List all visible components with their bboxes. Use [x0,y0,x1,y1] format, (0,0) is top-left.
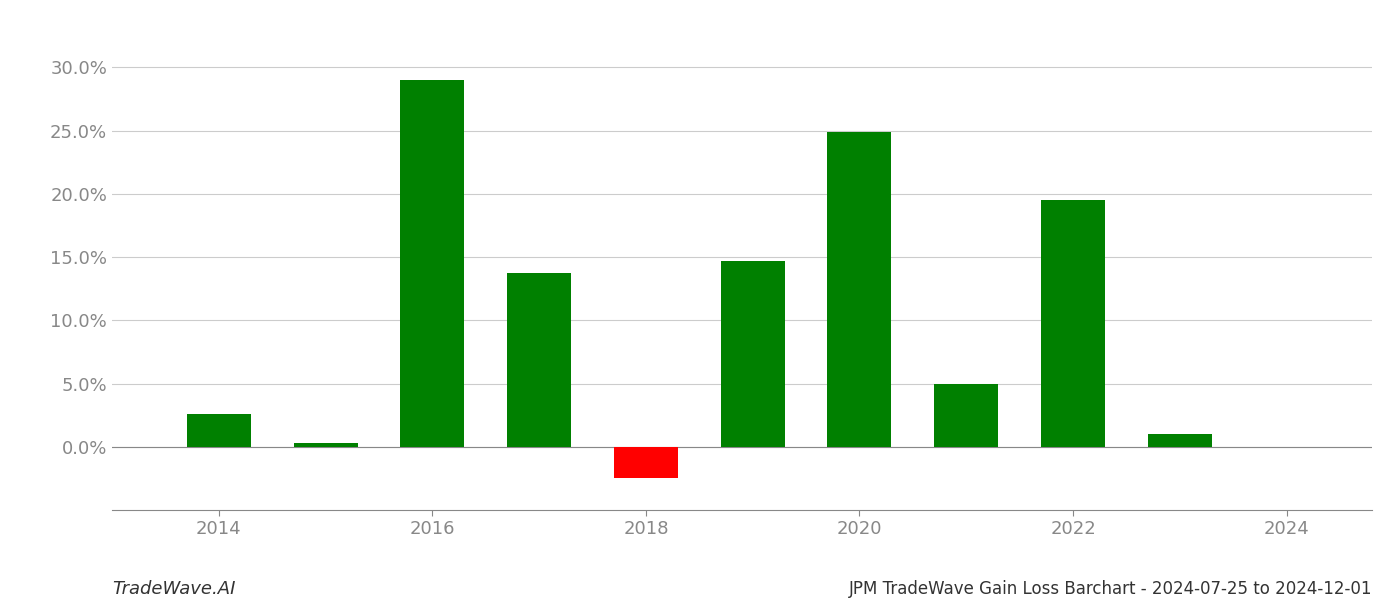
Bar [827,132,892,447]
Bar [1042,200,1105,447]
Bar [721,261,785,447]
Bar [507,274,571,447]
Bar [934,383,998,447]
Text: JPM TradeWave Gain Loss Barchart - 2024-07-25 to 2024-12-01: JPM TradeWave Gain Loss Barchart - 2024-… [848,580,1372,598]
Bar [1148,434,1212,447]
Text: TradeWave.AI: TradeWave.AI [112,580,235,598]
Bar [400,80,465,447]
Bar [613,447,678,478]
Bar [294,443,357,447]
Bar [186,414,251,447]
